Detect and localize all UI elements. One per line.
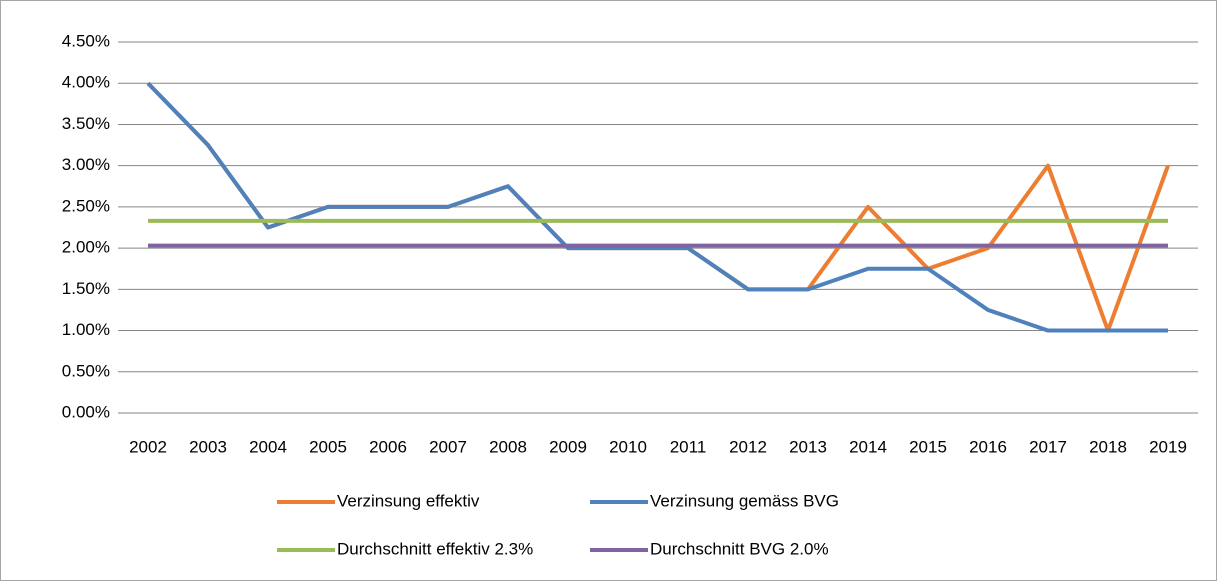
- x-tick-label: 2014: [849, 437, 887, 456]
- x-tick-label: 2009: [549, 437, 587, 456]
- x-tick-label: 2006: [369, 437, 407, 456]
- y-tick-label: 4.00%: [62, 73, 110, 92]
- x-tick-label: 2013: [789, 437, 827, 456]
- y-tick-label: 3.00%: [62, 155, 110, 174]
- x-tick-label: 2010: [609, 437, 647, 456]
- x-tick-label: 2019: [1149, 437, 1187, 456]
- y-tick-label: 3.50%: [62, 114, 110, 133]
- x-tick-label: 2004: [249, 437, 287, 456]
- x-tick-label: 2016: [969, 437, 1007, 456]
- legend-label: Durchschnitt effektiv 2.3%: [337, 539, 533, 558]
- x-tick-label: 2002: [129, 437, 167, 456]
- legend-label: Durchschnitt BVG 2.0%: [650, 539, 829, 558]
- x-tick-label: 2007: [429, 437, 467, 456]
- y-tick-label: 1.50%: [62, 279, 110, 298]
- x-tick-label: 2005: [309, 437, 347, 456]
- legend-label: Verzinsung effektiv: [337, 491, 480, 510]
- y-tick-label: 2.50%: [62, 196, 110, 215]
- y-tick-label: 2.00%: [62, 238, 110, 257]
- y-tick-label: 0.50%: [62, 361, 110, 380]
- x-tick-label: 2011: [670, 437, 707, 456]
- x-tick-label: 2017: [1029, 437, 1067, 456]
- x-tick-label: 2008: [489, 437, 527, 456]
- y-tick-label: 1.00%: [62, 320, 110, 339]
- x-tick-label: 2018: [1089, 437, 1127, 456]
- y-tick-label: 0.00%: [62, 402, 110, 421]
- line-series: [146, 81, 1168, 333]
- legend-label: Verzinsung gemäss BVG: [650, 491, 839, 510]
- x-tick-label: 2003: [189, 437, 227, 456]
- y-tick-label: 4.50%: [62, 31, 110, 50]
- x-tick-label: 2012: [729, 437, 767, 456]
- x-tick-label: 2015: [909, 437, 947, 456]
